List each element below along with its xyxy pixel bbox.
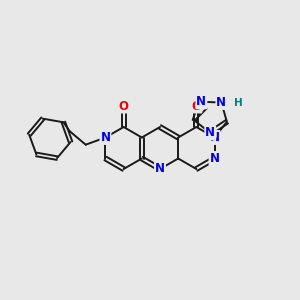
Text: N: N xyxy=(216,96,226,109)
Text: O: O xyxy=(118,100,129,112)
Text: N: N xyxy=(210,131,220,144)
Text: N: N xyxy=(155,163,165,176)
Text: N: N xyxy=(100,131,110,144)
Text: N: N xyxy=(210,152,220,165)
Text: H: H xyxy=(234,98,243,107)
Text: N: N xyxy=(205,126,215,140)
Text: N: N xyxy=(196,95,206,108)
Text: O: O xyxy=(191,100,201,112)
